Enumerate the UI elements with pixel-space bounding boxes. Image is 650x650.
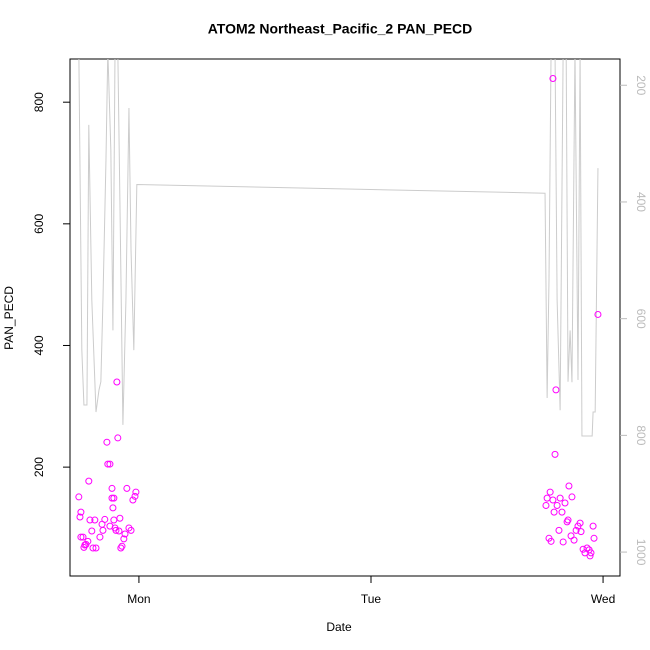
point [103, 438, 111, 446]
point [556, 494, 564, 502]
point [579, 545, 587, 553]
chart-title: ATOM2 Northeast_Pacific_2 PAN_PECD [208, 21, 473, 37]
y2-tick-label: 200 [634, 75, 648, 95]
point [587, 549, 595, 557]
y2-tick-label: 600 [634, 309, 648, 329]
point [583, 544, 591, 552]
point [108, 494, 116, 502]
x-tick-label: Tue [361, 592, 382, 606]
y-tick-label: 200 [32, 457, 46, 477]
point [99, 526, 107, 534]
point [550, 508, 558, 516]
point [127, 526, 135, 534]
point [110, 494, 118, 502]
y2-tick-label: 800 [634, 425, 648, 445]
point [114, 434, 122, 442]
x-tick-label: Wed [591, 592, 615, 606]
point [116, 514, 124, 522]
point [104, 460, 112, 468]
point [85, 477, 93, 485]
point [594, 310, 602, 318]
plot-area [75, 59, 602, 560]
point [549, 74, 557, 82]
point [558, 508, 566, 516]
point [589, 522, 597, 530]
point [577, 528, 585, 536]
point [132, 488, 140, 496]
point [553, 501, 561, 509]
point [586, 552, 594, 560]
point [96, 533, 104, 541]
point [555, 526, 563, 534]
point [576, 519, 584, 527]
point [561, 499, 569, 507]
point [106, 460, 114, 468]
point [79, 533, 87, 541]
point [75, 493, 83, 501]
plot-frame [69, 58, 621, 577]
point [570, 536, 578, 544]
point [117, 544, 125, 552]
point [110, 516, 118, 524]
y-tick-label: 600 [32, 213, 46, 233]
point [549, 496, 557, 504]
x-axis-label: Date [326, 620, 352, 634]
point [91, 516, 99, 524]
point [551, 450, 559, 458]
point [92, 544, 100, 552]
point [106, 522, 114, 530]
point [112, 526, 120, 534]
point [113, 378, 121, 386]
point [123, 484, 131, 492]
point [567, 532, 575, 540]
point [546, 488, 554, 496]
point [543, 494, 551, 502]
point [76, 513, 84, 521]
point [109, 504, 117, 512]
y-axis-label: PAN_PECD [2, 286, 16, 350]
x-tick-label: Mon [127, 592, 150, 606]
point [547, 537, 555, 545]
point [77, 508, 85, 516]
point [120, 535, 128, 543]
point [84, 537, 92, 545]
point [118, 542, 126, 550]
point [131, 492, 139, 500]
point [86, 516, 94, 524]
y-tick-label: 400 [32, 335, 46, 355]
point [542, 501, 550, 509]
point [77, 533, 85, 541]
point [565, 482, 573, 490]
point [108, 484, 116, 492]
point [564, 516, 572, 524]
point [88, 527, 96, 535]
y2-tick-label: 1000 [634, 539, 648, 566]
point [590, 534, 598, 542]
point [552, 386, 560, 394]
point [121, 530, 129, 538]
point [115, 527, 123, 535]
point [572, 526, 580, 534]
point [89, 544, 97, 552]
point [568, 493, 576, 501]
point [129, 496, 137, 504]
y-tick-label: 800 [32, 92, 46, 112]
point [98, 520, 106, 528]
point [559, 538, 567, 546]
line [78, 59, 599, 437]
y2-tick-label: 400 [634, 192, 648, 212]
